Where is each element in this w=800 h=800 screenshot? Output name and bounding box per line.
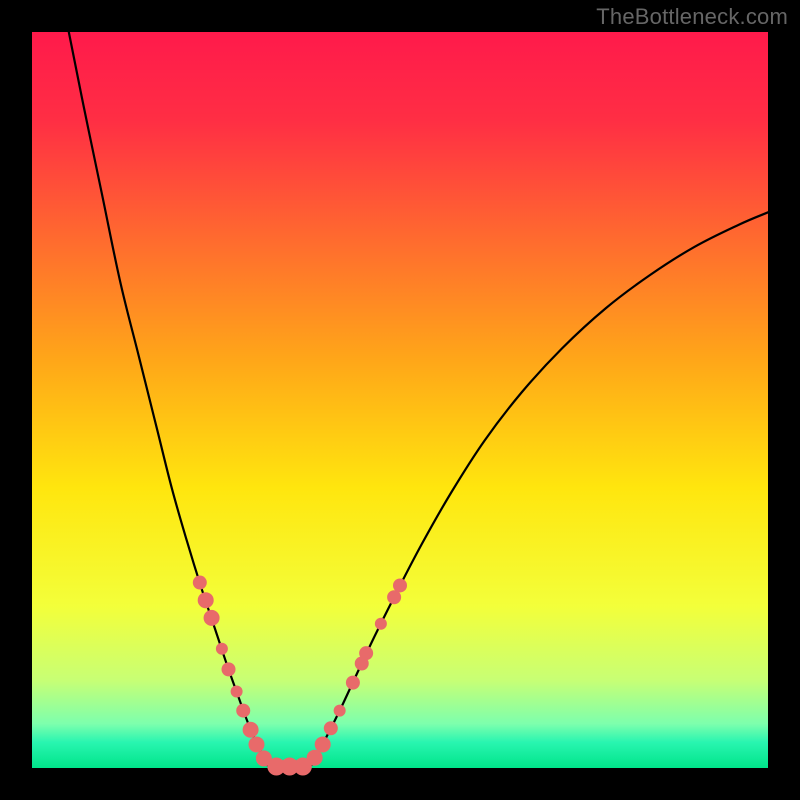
marker-point <box>198 592 214 608</box>
marker-point <box>334 705 346 717</box>
marker-point <box>315 736 331 752</box>
marker-point <box>222 662 236 676</box>
chart-root: TheBottleneck.com <box>0 0 800 800</box>
bottleneck-chart <box>0 0 800 800</box>
marker-point <box>375 618 387 630</box>
marker-point <box>216 643 228 655</box>
marker-point <box>324 721 338 735</box>
marker-point <box>346 676 360 690</box>
plot-background <box>32 32 768 768</box>
watermark-text: TheBottleneck.com <box>596 4 788 30</box>
marker-point <box>307 750 323 766</box>
marker-point <box>236 704 250 718</box>
marker-point <box>359 646 373 660</box>
marker-point <box>393 578 407 592</box>
marker-point <box>231 685 243 697</box>
marker-point <box>248 736 264 752</box>
marker-point <box>204 610 220 626</box>
marker-point <box>243 722 259 738</box>
marker-point <box>193 576 207 590</box>
